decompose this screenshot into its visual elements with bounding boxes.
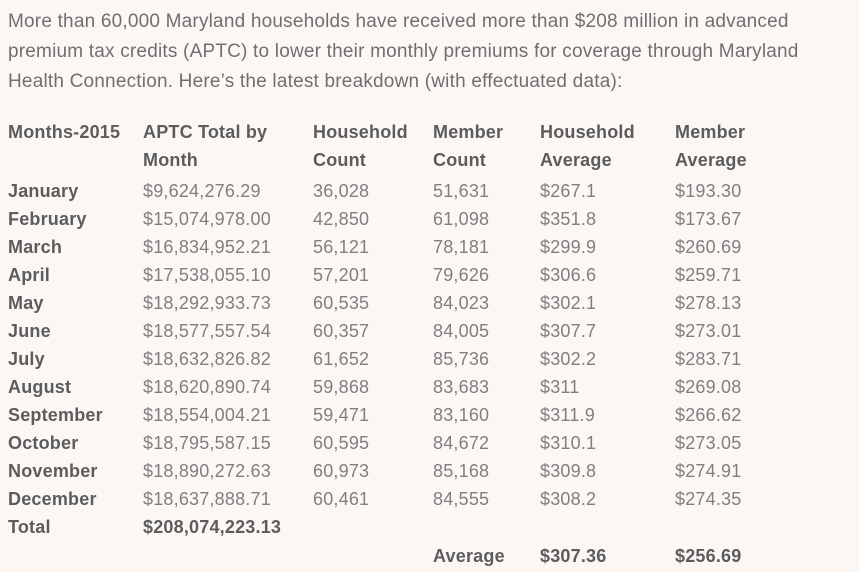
value-cell: $267.1 <box>540 181 597 201</box>
value-cell: 59,471 <box>313 405 370 425</box>
value-cell: 84,005 <box>433 321 490 341</box>
value-cell: 60,535 <box>313 293 370 313</box>
value-cell: $18,637,888.71 <box>143 489 271 509</box>
value-cell: $299.9 <box>540 237 597 257</box>
value-cell: 84,555 <box>433 489 490 509</box>
value-cell: 36,028 <box>313 181 370 201</box>
value-cell: 85,168 <box>433 461 490 481</box>
value-cell: $15,074,978.00 <box>143 209 271 229</box>
intro-paragraph: More than 60,000 Maryland households hav… <box>8 11 799 92</box>
month-cell: October <box>8 433 79 453</box>
value-cell: 60,357 <box>313 321 370 341</box>
month-cell: July <box>8 349 45 369</box>
value-cell: 57,201 <box>313 265 370 285</box>
value-cell: $269.08 <box>675 377 742 397</box>
value-cell: 61,652 <box>313 349 370 369</box>
value-cell: $311.9 <box>540 405 595 425</box>
value-cell: $310.1 <box>540 433 597 453</box>
value-cell: 42,850 <box>313 209 370 229</box>
month-cell: August <box>8 377 72 397</box>
month-cell: June <box>8 321 51 341</box>
average-member-value: $256.69 <box>675 546 742 566</box>
value-cell: $273.05 <box>675 433 742 453</box>
value-cell: 59,868 <box>313 377 370 397</box>
aptc-data-table: Months-2015 APTC Total by Month Household … <box>8 118 859 570</box>
value-cell: $351.8 <box>540 209 597 229</box>
value-cell: $193.30 <box>675 181 742 201</box>
value-cell: 85,736 <box>433 349 490 369</box>
value-cell: $9,624,276.29 <box>143 181 261 201</box>
column-header: Months-2015 <box>8 122 121 142</box>
value-cell: $307.7 <box>540 321 597 341</box>
value-cell: 60,973 <box>313 461 370 481</box>
value-cell: $274.91 <box>675 461 742 481</box>
average-label: Average <box>433 546 505 566</box>
value-cell: $18,890,272.63 <box>143 461 271 481</box>
value-cell: 78,181 <box>433 237 490 257</box>
column-header: Household Average <box>540 122 635 170</box>
value-cell: 51,631 <box>433 181 490 201</box>
value-cell: 84,672 <box>433 433 490 453</box>
value-cell: 56,121 <box>313 237 370 257</box>
month-cell: March <box>8 237 63 257</box>
month-cell: September <box>8 405 103 425</box>
value-cell: $18,795,587.15 <box>143 433 271 453</box>
value-cell: $302.1 <box>540 293 597 313</box>
value-cell: 79,626 <box>433 265 490 285</box>
column-header: Household Count <box>313 122 408 170</box>
value-cell: $283.71 <box>675 349 742 369</box>
column-header: Member Average <box>675 122 747 170</box>
value-cell: 60,595 <box>313 433 370 453</box>
value-cell: 61,098 <box>433 209 490 229</box>
value-cell: 60,461 <box>313 489 370 509</box>
value-cell: $260.69 <box>675 237 742 257</box>
month-cell: December <box>8 489 97 509</box>
value-cell: 84,023 <box>433 293 490 313</box>
value-cell: $266.62 <box>675 405 742 425</box>
month-cell: February <box>8 209 87 229</box>
value-cell: $311 <box>540 377 580 397</box>
value-cell: $302.2 <box>540 349 597 369</box>
value-cell: $18,577,557.54 <box>143 321 271 341</box>
value-cell: $18,292,933.73 <box>143 293 271 313</box>
month-cell: January <box>8 181 79 201</box>
value-cell: $308.2 <box>540 489 597 509</box>
month-cell: May <box>8 293 44 313</box>
column-header: Member Count <box>433 122 504 170</box>
value-cell: $278.13 <box>675 293 742 313</box>
value-cell: $273.01 <box>675 321 742 341</box>
value-cell: $18,554,004.21 <box>143 405 271 425</box>
total-label: Total <box>8 517 51 537</box>
value-cell: $309.8 <box>540 461 597 481</box>
value-cell: $259.71 <box>675 265 742 285</box>
column-header: APTC Total by Month <box>143 122 268 170</box>
month-cell: November <box>8 461 98 481</box>
average-household-value: $307.36 <box>540 546 607 566</box>
month-cell: April <box>8 265 51 285</box>
value-cell: 83,683 <box>433 377 490 397</box>
value-cell: $18,632,826.82 <box>143 349 271 369</box>
value-cell: $306.6 <box>540 265 597 285</box>
value-cell: $18,620,890.74 <box>143 377 271 397</box>
total-aptc-value: $208,074,223.13 <box>143 517 282 537</box>
value-cell: $173.67 <box>675 209 742 229</box>
value-cell: 83,160 <box>433 405 490 425</box>
value-cell: $16,834,952.21 <box>143 237 271 257</box>
value-cell: $17,538,055.10 <box>143 265 271 285</box>
value-cell: $274.35 <box>675 489 742 509</box>
